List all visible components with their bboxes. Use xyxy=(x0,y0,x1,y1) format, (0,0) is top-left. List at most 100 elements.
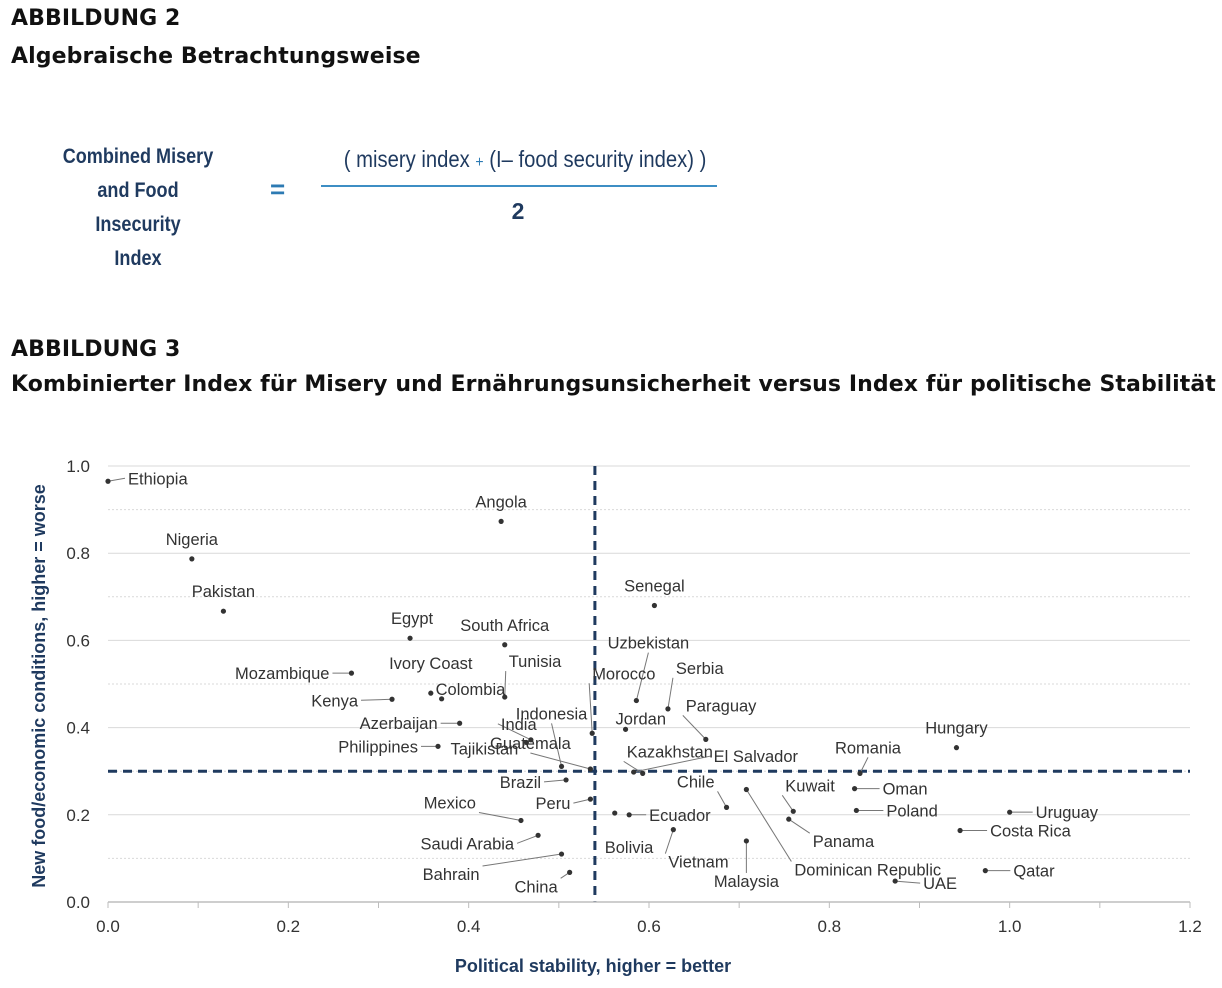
x-tick-label: 1.0 xyxy=(998,917,1022,936)
y-tick-label: 0.4 xyxy=(66,719,90,738)
y-tick-label: 0.0 xyxy=(66,893,90,912)
point-panama xyxy=(786,816,792,822)
point-uzbekistan xyxy=(633,697,639,704)
point-ivory-coast xyxy=(428,690,434,696)
label-uzbekistan: Uzbekistan xyxy=(608,635,690,653)
point-serbia xyxy=(665,706,671,712)
point-uae xyxy=(892,878,898,884)
point-bahrain xyxy=(558,851,565,857)
leader-kuwait xyxy=(781,795,794,812)
label-uae: UAE xyxy=(923,875,957,893)
numerator-open: ( misery index xyxy=(343,146,470,172)
label-qatar: Qatar xyxy=(1013,863,1055,881)
label-angola: Angola xyxy=(475,493,527,511)
point-chile xyxy=(723,804,730,810)
x-tick-label: 0.2 xyxy=(277,917,301,936)
point-costa-rica xyxy=(957,827,963,834)
label-leaders xyxy=(107,477,1033,884)
leader-chile xyxy=(717,791,727,808)
y-axis-label: New food/economic conditions, higher = w… xyxy=(29,484,49,888)
point-bolivia xyxy=(612,810,618,816)
label-ethiopia: Ethiopia xyxy=(128,470,188,488)
label-brazil: Brazil xyxy=(500,774,541,792)
point-jordan xyxy=(622,726,629,732)
label-chile: Chile xyxy=(677,773,715,791)
formula-lhs-line-2: and Food Insecurity xyxy=(95,179,181,236)
scatter-chart: 0.0 0.2 0.4 0.6 0.8 1.0 1.20.00.20.40.60.81.0 … xyxy=(29,457,1202,976)
point-kenya xyxy=(389,696,395,702)
point-poland xyxy=(853,807,859,814)
point-romania xyxy=(857,770,863,776)
label-serbia: Serbia xyxy=(676,660,725,678)
reference-lines xyxy=(108,466,1190,902)
leader-morocco xyxy=(588,683,593,734)
point-oman xyxy=(851,786,858,792)
figure-2-title: Algebraische Betrachtungsweise xyxy=(11,44,421,69)
label-ecuador: Ecuador xyxy=(649,807,711,825)
leader-mexico xyxy=(478,811,522,821)
axes: 0.0 0.2 0.4 0.6 0.8 1.0 1.2 0.0 0.2 0.4 0.6 0.8 1.0 xyxy=(66,457,1201,936)
fraction-bar xyxy=(321,185,717,187)
label-azerbaijan: Azerbaijan xyxy=(360,715,438,733)
point-ethiopia xyxy=(105,478,111,484)
leader-panama xyxy=(788,818,811,834)
label-egypt: Egypt xyxy=(391,610,434,628)
leader-bahrain xyxy=(482,853,562,867)
point-vietnam xyxy=(670,827,676,833)
y-tick-label: 0.8 xyxy=(66,544,90,563)
x-tick-label: 1.2 xyxy=(1178,917,1202,936)
x-tick-label: 0.4 xyxy=(457,917,481,936)
x-axis-label: Political stability, higher = better xyxy=(455,956,731,976)
label-vietnam: Vietnam xyxy=(668,854,728,872)
point-china xyxy=(567,869,573,875)
label-kazakhstan: Kazakhstan xyxy=(627,743,713,761)
point-egypt xyxy=(407,635,413,641)
leader-peru xyxy=(573,798,591,804)
point-uruguay xyxy=(1007,809,1013,815)
leader-serbia xyxy=(667,677,674,709)
label-india: India xyxy=(501,716,538,734)
label-bolivia: Bolivia xyxy=(605,839,654,857)
point-peru xyxy=(587,796,593,802)
label-kenya: Kenya xyxy=(311,692,359,710)
leader-paraguay xyxy=(682,715,707,740)
formula-equals: = xyxy=(270,174,286,204)
leader-romania xyxy=(859,757,869,774)
formula-denominator: 2 xyxy=(511,198,525,224)
y-tick-label: 0.2 xyxy=(66,806,90,825)
figure-2-label: ABBILDUNG 2 xyxy=(11,6,181,31)
leader-indonesia xyxy=(551,723,563,767)
label-jordan: Jordan xyxy=(616,710,666,728)
leader-uzbekistan xyxy=(635,652,649,701)
label-nigeria: Nigeria xyxy=(166,531,219,549)
label-philippines: Philippines xyxy=(338,738,418,756)
label-mexico: Mexico xyxy=(424,794,476,812)
point-mozambique xyxy=(348,670,355,676)
label-china: China xyxy=(515,878,559,896)
formula: Combined Misery and Food Insecurity Inde… xyxy=(40,140,740,270)
point-qatar xyxy=(982,868,988,874)
label-paraguay: Paraguay xyxy=(686,697,757,715)
leader-dominican-republic xyxy=(745,789,792,862)
label-tajikistan: Tajikistan xyxy=(450,740,518,758)
leader-saudi-arabia xyxy=(516,834,539,844)
label-saudi-arabia: Saudi Arabia xyxy=(421,835,515,853)
leader-tunisia xyxy=(504,671,507,698)
formula-numerator: ( misery index + (I– food security index… xyxy=(343,146,707,173)
formula-lhs-line-3: Index xyxy=(114,247,162,270)
figure-3-label: ABBILDUNG 3 xyxy=(11,337,181,362)
label-uruguay: Uruguay xyxy=(1036,804,1099,822)
point-el-salvador xyxy=(631,769,637,775)
point-guatemala xyxy=(587,766,593,772)
numerator-plus: + xyxy=(475,154,484,171)
point-south-africa xyxy=(502,642,508,648)
leader-ethiopia xyxy=(107,477,126,482)
point-morocco xyxy=(589,730,595,736)
point-mexico xyxy=(518,817,524,824)
point-indonesia xyxy=(558,763,565,770)
point-hungary xyxy=(953,745,960,751)
point-malaysia xyxy=(743,838,749,844)
label-tunisia: Tunisia xyxy=(509,653,562,671)
label-senegal: Senegal xyxy=(624,578,685,596)
label-malaysia: Malaysia xyxy=(714,873,780,891)
